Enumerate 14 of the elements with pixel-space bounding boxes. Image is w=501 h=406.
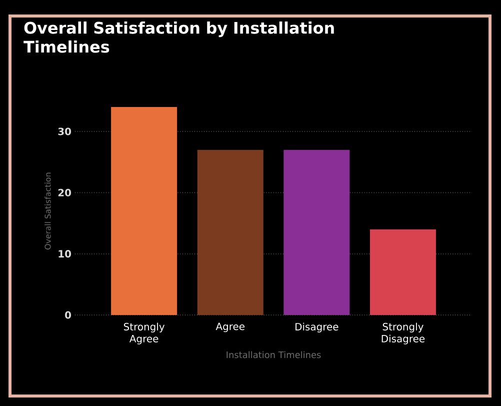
y-tick-label: 30	[58, 128, 72, 136]
x-axis-title: Installation Timelines	[226, 351, 321, 358]
bar	[370, 229, 436, 315]
bar	[111, 107, 178, 315]
y-tick-label: 0	[65, 311, 72, 319]
bar	[197, 150, 264, 315]
x-tick-label: Disagree	[296, 322, 338, 332]
x-tick-label: Strongly Agree	[124, 322, 165, 344]
y-tick-label: 20	[58, 188, 72, 196]
bar	[284, 150, 350, 315]
x-tick-label: Strongly Disagree	[382, 322, 425, 344]
chart-title: Overall Satisfaction by Installation Timelines	[24, 22, 334, 53]
x-tick-label: Agree	[216, 322, 244, 332]
y-tick-label: 10	[58, 250, 72, 258]
